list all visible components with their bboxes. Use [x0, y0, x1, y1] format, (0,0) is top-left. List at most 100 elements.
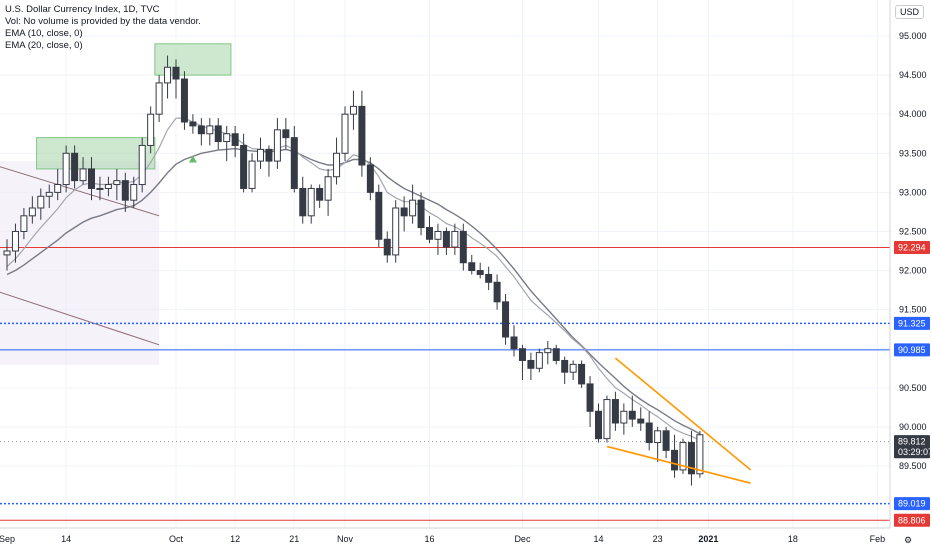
- supply-zone-lower[interactable]: [36, 137, 156, 170]
- time-tick-label: Sep: [0, 534, 15, 544]
- price-tag-92.294[interactable]: [894, 241, 930, 255]
- candle: [518, 348, 526, 361]
- time-axis[interactable]: [0, 528, 890, 550]
- candle: [88, 168, 95, 189]
- settings-gear-icon[interactable]: ⚙: [904, 535, 912, 545]
- currency-button[interactable]: USD: [894, 5, 924, 19]
- candle: [561, 359, 569, 373]
- candle: [121, 180, 129, 201]
- price-tag-91.325[interactable]: [894, 316, 930, 330]
- wedge-upper-line[interactable]: [614, 357, 752, 471]
- price-tag-89.019[interactable]: [894, 497, 930, 511]
- price-tag-90.985[interactable]: [894, 343, 930, 357]
- candle: [223, 133, 231, 143]
- legend-ema10[interactable]: EMA (10, close, 0): [5, 28, 83, 39]
- candle: [172, 66, 180, 80]
- time-tick-label: 21: [289, 534, 299, 544]
- candle: [510, 336, 518, 350]
- price-tag-text: 88.806: [898, 515, 926, 525]
- price-axis[interactable]: [890, 0, 932, 550]
- candle: [62, 152, 70, 186]
- candle: [307, 187, 315, 217]
- candle: [20, 215, 28, 232]
- candle: [248, 160, 256, 189]
- candle: [679, 442, 687, 471]
- candle: [333, 152, 341, 178]
- candle: [417, 199, 425, 229]
- legend-volume-note: Vol: No volume is provided by the data v…: [5, 16, 201, 27]
- candle: [265, 148, 273, 162]
- price-tag-text: 03:29:07: [898, 447, 932, 457]
- candle: [206, 125, 214, 135]
- candle: [442, 230, 450, 248]
- time-tick-label: 23: [653, 534, 663, 544]
- price-tick-label: 89.500: [899, 461, 927, 471]
- candle: [434, 230, 442, 240]
- price-tag-03:29:07[interactable]: [894, 445, 930, 459]
- candle: [147, 113, 155, 146]
- candle: [138, 144, 146, 186]
- price-tag-88.806[interactable]: [894, 513, 930, 527]
- candle: [476, 270, 484, 275]
- ema20-line: [6, 147, 701, 435]
- candle: [358, 105, 366, 166]
- candle: [366, 164, 374, 193]
- price-tick-label: 93.000: [899, 187, 927, 197]
- price-tick-label: 94.500: [899, 70, 927, 80]
- price-tag-text: 89.019: [898, 499, 926, 509]
- candle: [375, 191, 383, 240]
- candle: [493, 281, 501, 303]
- price-tick-label: 94.000: [899, 109, 927, 119]
- candle: [552, 348, 560, 361]
- price-tick-label: 90.000: [899, 422, 927, 432]
- candle: [569, 363, 577, 373]
- time-tick-label: 18: [788, 534, 798, 544]
- candle: [468, 262, 476, 272]
- candle: [459, 230, 467, 264]
- candle: [189, 121, 197, 127]
- candle: [79, 168, 87, 182]
- candle: [155, 82, 163, 115]
- time-tick-label: 14: [593, 534, 603, 544]
- wedge-lower-line[interactable]: [606, 445, 751, 484]
- price-tick-label: 95.000: [899, 31, 927, 41]
- candle: [426, 227, 433, 240]
- candle: [400, 207, 408, 217]
- time-tick-label: 14: [61, 534, 71, 544]
- candle: [113, 180, 121, 186]
- candle: [654, 430, 662, 444]
- candle: [130, 184, 138, 201]
- candle: [603, 399, 611, 440]
- up-arrow-marker: [188, 155, 197, 163]
- candle: [316, 187, 324, 201]
- candle: [37, 195, 45, 209]
- legend-ema20[interactable]: EMA (20, close, 0): [5, 40, 83, 51]
- candle: [637, 418, 645, 424]
- candle: [96, 187, 104, 190]
- channel-lower-line[interactable]: [0, 286, 160, 346]
- candle: [527, 359, 535, 369]
- candle: [240, 144, 248, 189]
- candle: [662, 430, 670, 451]
- legend-title: U.S. Dollar Currency Index, 1D, TVC: [5, 4, 160, 15]
- candle: [687, 442, 695, 475]
- time-tick-label: Feb: [870, 534, 886, 544]
- candle: [671, 449, 679, 471]
- candle: [578, 363, 586, 385]
- candle: [628, 410, 636, 420]
- candle: [502, 301, 510, 338]
- axis-corner[interactable]: [890, 528, 932, 550]
- candle: [611, 399, 619, 424]
- candle: [164, 66, 172, 84]
- candle: [324, 176, 332, 201]
- price-tag-89.812[interactable]: [894, 435, 930, 449]
- chart-legend: U.S. Dollar Currency Index, 1D, TVC Vol:…: [5, 4, 201, 52]
- candle: [28, 207, 36, 217]
- price-tag-text: 90.985: [898, 345, 926, 355]
- candle: [104, 184, 112, 189]
- candle: [273, 129, 281, 162]
- candle: [485, 273, 493, 283]
- candle: [620, 410, 628, 424]
- candle: [45, 191, 53, 197]
